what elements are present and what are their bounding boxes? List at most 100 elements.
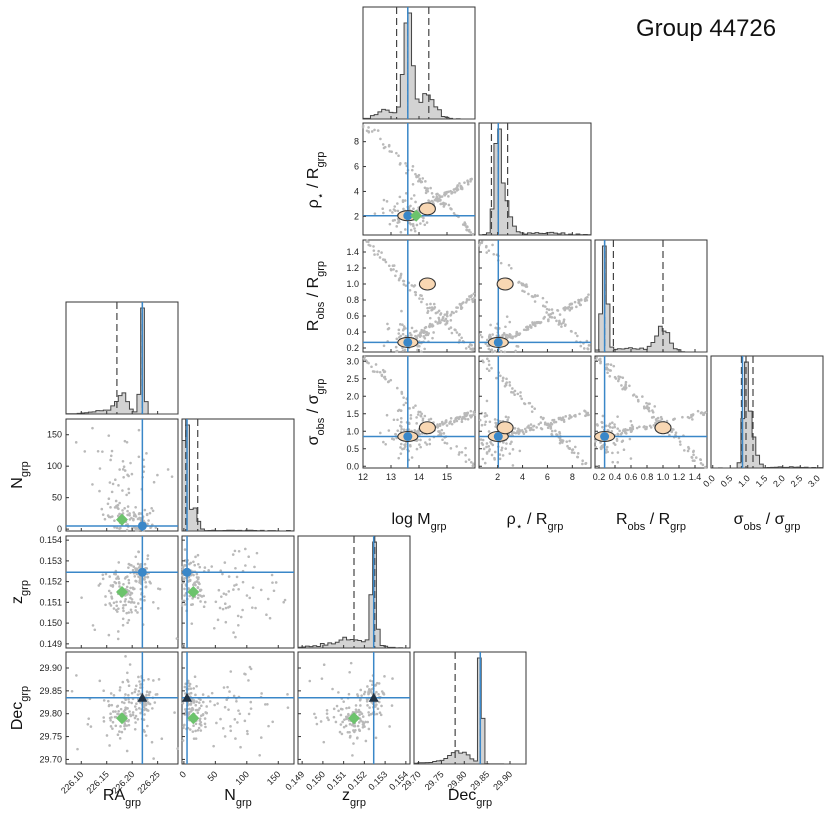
scatter-logM-rho-sample-point (450, 192, 453, 195)
scatter-logM-rho-sample-point (411, 165, 415, 168)
scatter-rho-sigma-sample-point (485, 445, 488, 449)
scatter-z-Dec-alt-marker (348, 712, 360, 725)
scatter-rho-Robs-sample-point (544, 305, 547, 308)
scatter-RA-N-sample-point (107, 434, 111, 437)
scatter-rho-Robs-sample-point (515, 333, 519, 337)
scatter-logM-Robs-sample-point (443, 313, 447, 316)
scatter-N-Dec-xtick-label: 50 (205, 769, 219, 783)
scatter-rho-Robs-sample-point (515, 331, 519, 334)
scatter-RA-N-sample-point (98, 467, 102, 470)
scatter-N-Dec-sample-point (229, 729, 233, 733)
scatter-N-Dec-sample-point (194, 737, 198, 740)
scatter-N-z-sample-point (235, 575, 239, 579)
scatter-rho-sigma-sample-point (510, 432, 514, 435)
scatter-logM-rho-sample-point (381, 207, 384, 211)
scatter-rho-Robs-sample-point (515, 344, 519, 348)
scatter-logM-sigma-sample-point (404, 443, 407, 446)
scatter-N-Dec-sample-point (227, 708, 230, 711)
scatter-logM-Robs-truth-marker (403, 337, 413, 347)
scatter-RA-Dec-sample-point (147, 678, 150, 681)
scatter-RA-N-sample-point (125, 493, 128, 497)
scatter-Robs-sigma-sample-point (617, 377, 621, 381)
y-label-rho: ρ⋆ / Rgrp (305, 152, 327, 209)
scatter-Robs-sigma-sample-point (600, 420, 604, 424)
scatter-rho-sigma-sample-point (549, 425, 553, 429)
scatter-RA-N-sample-point (123, 439, 127, 443)
scatter-Robs-sigma-sample-point (702, 413, 706, 417)
scatter-RA-Dec-sample-point (109, 718, 112, 722)
scatter-rho-sigma-sample-point (584, 410, 587, 413)
scatter-logM-rho-sample-point (391, 211, 394, 214)
scatter-rho-Robs-sample-point (575, 305, 578, 309)
scatter-Robs-sigma-sample-point (645, 427, 648, 431)
scatter-RA-z-sample-point (114, 572, 118, 576)
scatter-rho-sigma-sample-point (535, 426, 538, 429)
scatter-rho-Robs-sample-point (525, 283, 528, 286)
scatter-N-z-sample-point (188, 594, 192, 598)
scatter-logM-sigma-sample-point (410, 456, 414, 459)
scatter-RA-z-sample-point (122, 609, 125, 613)
scatter-z-Dec-sample-point (355, 710, 359, 714)
scatter-logM-sigma-sample-point (464, 453, 467, 457)
scatter-RA-Dec-sample-point (117, 710, 120, 713)
scatter-N-Dec-sample-point (212, 744, 215, 748)
scatter-z-Dec-sample-point (357, 728, 361, 732)
scatter-Robs-sigma-sample-point (599, 441, 602, 444)
scatter-logM-Robs-sample-point (414, 293, 418, 297)
scatter-logM-sigma-sample-point (425, 443, 429, 446)
scatter-logM-rho-sample-point (424, 191, 428, 195)
scatter-rho-Robs-sample-point (539, 320, 543, 324)
hist-RA-histogram (65, 307, 178, 415)
scatter-N-Dec-sample-point (184, 692, 187, 695)
scatter-N-Dec-sample-point (187, 703, 191, 706)
scatter-N-Dec-sample-point (183, 708, 187, 711)
scatter-rho-sigma-sample-point (532, 424, 535, 428)
scatter-logM-Robs-sample-point (381, 258, 385, 261)
scatter-Robs-sigma-sample-point (606, 368, 610, 371)
scatter-logM-rho-sample-point (396, 209, 400, 213)
scatter-N-Dec-sample-point (189, 687, 193, 690)
scatter-logM-Robs-sample-point (431, 308, 434, 311)
scatter-logM-rho-sample-point (423, 186, 427, 190)
scatter-N-z-sample-point (198, 589, 202, 593)
scatter-rho-Robs-sample-point (562, 318, 566, 321)
scatter-rho-Robs-sample-point (541, 296, 545, 300)
scatter-N-z-sample-point (214, 600, 218, 604)
scatter-rho-Robs-sample-point (573, 300, 577, 304)
scatter-RA-z-sample-point (109, 604, 113, 607)
scatter-logM-sigma-sample-point (429, 417, 433, 421)
scatter-Robs-sigma-sample-point (681, 415, 684, 419)
scatter-rho-sigma-sample-point (502, 441, 505, 444)
scatter-RA-N-sample-point (152, 480, 156, 484)
scatter-RA-Dec-sample-point (107, 704, 111, 708)
scatter-Robs-sigma-sample-point (686, 449, 690, 453)
scatter-RA-N-sample-point (128, 514, 131, 517)
scatter-N-z-sample-point (233, 584, 236, 587)
scatter-RA-z-sample-point (123, 600, 127, 603)
scatter-RA-z-sample-point (133, 575, 137, 578)
scatter-N-Dec-sample-point (181, 739, 185, 742)
scatter-logM-Robs-sample-point (420, 300, 423, 304)
scatter-logM-Robs-sample-point (389, 268, 393, 272)
scatter-z-Dec-sample-point (362, 692, 366, 696)
scatter-logM-Robs-sample-point (454, 310, 458, 313)
scatter-logM-Robs-sample-point (418, 297, 421, 300)
scatter-rho-sigma-sample-point (510, 440, 513, 444)
scatter-RA-Dec-sample-point (139, 701, 142, 704)
scatter-N-z-sample-point (212, 626, 216, 630)
scatter-z-Dec-sample-point (327, 718, 330, 722)
scatter-logM-Robs-sample-point (465, 297, 469, 301)
scatter-logM-rho-sample-point (404, 191, 408, 195)
scatter-rho-sigma-sample-point (537, 422, 541, 426)
scatter-RA-N-sample-point (100, 507, 104, 511)
scatter-rho-Robs-sample-point (486, 344, 489, 347)
scatter-logM-rho-sample-point (424, 180, 427, 183)
hist-Dec-frame (413, 651, 527, 765)
scatter-RA-z-sample-point (139, 598, 142, 601)
scatter-logM-rho-sample-point (404, 162, 407, 165)
scatter-RA-Dec-sample-point (126, 671, 129, 675)
scatter-N-Dec-sample-point (234, 737, 237, 740)
scatter-N-Dec-sample-point (245, 729, 249, 733)
scatter-N-Dec-sample-point (194, 708, 198, 712)
scatter-rho-sigma-sample-point (528, 401, 532, 405)
